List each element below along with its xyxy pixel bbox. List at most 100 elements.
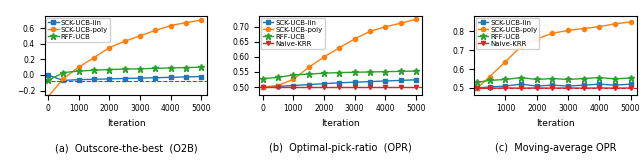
- Naive-KRR: [611, 87, 619, 89]
- RFF-UCB: [564, 78, 572, 80]
- Naive-KRR: [627, 87, 634, 89]
- SCK-UCB-lin: [627, 83, 634, 85]
- SCK-UCB-poly: [548, 32, 556, 34]
- SCK-UCB-lin: [60, 80, 67, 82]
- RFF-UCB: [533, 78, 541, 80]
- SCK-UCB-lin: [533, 85, 541, 87]
- Naive-KRR: [381, 86, 389, 88]
- SCK-UCB-poly: [474, 87, 481, 89]
- SCK-UCB-poly: [320, 56, 328, 58]
- RFF-UCB: [474, 81, 481, 83]
- Naive-KRR: [320, 86, 328, 88]
- RFF-UCB: [627, 77, 634, 79]
- SCK-UCB-poly: [351, 38, 358, 40]
- Text: (a)  Outscore-the-best  (O2B): (a) Outscore-the-best (O2B): [55, 143, 197, 153]
- SCK-UCB-poly: [182, 22, 190, 23]
- Line: RFF-UCB: RFF-UCB: [474, 74, 634, 85]
- Legend: SCK-UCB-lin, SCK-UCB-poly, RFF-UCB, Naive-KRR: SCK-UCB-lin, SCK-UCB-poly, RFF-UCB, Naiv…: [476, 18, 540, 49]
- SCK-UCB-lin: [580, 84, 588, 86]
- X-axis label: Iteration: Iteration: [536, 119, 575, 128]
- SCK-UCB-lin: [106, 78, 113, 80]
- SCK-UCB-lin: [167, 76, 175, 78]
- SCK-UCB-poly: [289, 79, 297, 81]
- RFF-UCB: [44, 80, 52, 82]
- SCK-UCB-lin: [136, 77, 144, 79]
- RFF-UCB: [305, 73, 312, 75]
- X-axis label: Iteration: Iteration: [321, 119, 360, 128]
- Naive-KRR: [289, 86, 297, 88]
- RFF-UCB: [412, 70, 420, 72]
- RFF-UCB: [502, 78, 509, 80]
- Text: (c)  Moving-average OPR: (c) Moving-average OPR: [495, 143, 616, 153]
- X-axis label: Iteration: Iteration: [107, 119, 145, 128]
- SCK-UCB-lin: [517, 83, 525, 85]
- RFF-UCB: [274, 76, 282, 78]
- SCK-UCB-poly: [366, 30, 374, 32]
- RFF-UCB: [381, 71, 389, 73]
- Legend: SCK-UCB-lin, SCK-UCB-poly, RFF-UCB, Naive-KRR: SCK-UCB-lin, SCK-UCB-poly, RFF-UCB, Naiv…: [261, 18, 324, 49]
- RFF-UCB: [75, 70, 83, 72]
- SCK-UCB-lin: [595, 83, 603, 85]
- Line: SCK-UCB-lin: SCK-UCB-lin: [260, 78, 418, 89]
- Line: SCK-UCB-poly: SCK-UCB-poly: [260, 17, 418, 89]
- SCK-UCB-lin: [152, 77, 159, 79]
- RFF-UCB: [152, 67, 159, 69]
- Naive-KRR: [397, 86, 404, 88]
- SCK-UCB-lin: [289, 85, 297, 87]
- RFF-UCB: [320, 72, 328, 74]
- SCK-UCB-poly: [412, 18, 420, 20]
- SCK-UCB-poly: [136, 35, 144, 37]
- SCK-UCB-lin: [548, 84, 556, 86]
- RFF-UCB: [366, 71, 374, 73]
- SCK-UCB-poly: [274, 85, 282, 87]
- SCK-UCB-lin: [75, 79, 83, 81]
- RFF-UCB: [136, 68, 144, 70]
- SCK-UCB-poly: [595, 26, 603, 28]
- RFF-UCB: [60, 72, 67, 74]
- RFF-UCB: [335, 72, 343, 74]
- SCK-UCB-poly: [335, 47, 343, 49]
- SCK-UCB-lin: [121, 78, 129, 80]
- SCK-UCB-poly: [121, 40, 129, 42]
- SCK-UCB-lin: [198, 76, 205, 78]
- RFF-UCB: [548, 78, 556, 80]
- Naive-KRR: [502, 87, 509, 89]
- SCK-UCB-lin: [564, 85, 572, 87]
- Text: (b)  Optimal-pick-ratio  (OPR): (b) Optimal-pick-ratio (OPR): [269, 143, 412, 153]
- SCK-UCB-lin: [412, 79, 420, 81]
- SCK-UCB-lin: [335, 82, 343, 84]
- RFF-UCB: [289, 74, 297, 76]
- RFF-UCB: [486, 79, 493, 81]
- SCK-UCB-poly: [75, 66, 83, 68]
- Naive-KRR: [533, 87, 541, 89]
- SCK-UCB-poly: [502, 61, 509, 63]
- Naive-KRR: [305, 86, 312, 88]
- SCK-UCB-poly: [167, 25, 175, 27]
- SCK-UCB-lin: [274, 85, 282, 87]
- RFF-UCB: [397, 70, 404, 72]
- Naive-KRR: [517, 87, 525, 89]
- Line: SCK-UCB-lin: SCK-UCB-lin: [476, 82, 632, 90]
- SCK-UCB-lin: [90, 78, 98, 80]
- RFF-UCB: [198, 66, 205, 68]
- Line: RFF-UCB: RFF-UCB: [259, 68, 419, 82]
- Line: RFF-UCB: RFF-UCB: [45, 64, 204, 84]
- SCK-UCB-poly: [533, 38, 541, 40]
- SCK-UCB-poly: [517, 45, 525, 47]
- SCK-UCB-lin: [351, 81, 358, 83]
- Legend: SCK-UCB-lin, SCK-UCB-poly, RFF-UCB: SCK-UCB-lin, SCK-UCB-poly, RFF-UCB: [46, 18, 110, 42]
- SCK-UCB-lin: [182, 76, 190, 78]
- SCK-UCB-poly: [259, 86, 266, 88]
- RFF-UCB: [121, 68, 129, 70]
- SCK-UCB-lin: [44, 74, 52, 76]
- Naive-KRR: [548, 87, 556, 89]
- SCK-UCB-lin: [486, 86, 493, 88]
- SCK-UCB-poly: [381, 26, 389, 28]
- Naive-KRR: [259, 86, 266, 88]
- SCK-UCB-poly: [627, 21, 634, 23]
- RFF-UCB: [90, 69, 98, 71]
- SCK-UCB-lin: [366, 81, 374, 83]
- RFF-UCB: [351, 71, 358, 73]
- Naive-KRR: [351, 86, 358, 88]
- Naive-KRR: [474, 87, 481, 89]
